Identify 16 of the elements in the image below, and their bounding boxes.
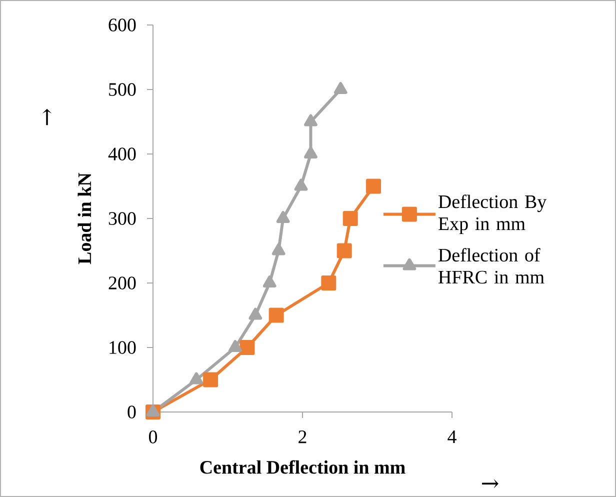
x-tick-label: 0 <box>148 430 158 444</box>
y-tick-label: 400 <box>108 148 136 160</box>
y-tick-label: 0 <box>128 406 136 418</box>
text: → <box>482 479 498 488</box>
x-tick-label: 4 <box>448 430 456 443</box>
x-tick-label: 2 <box>298 430 306 444</box>
y-tick-label: 100 <box>110 341 136 354</box>
y-tick-label: 500 <box>109 83 136 96</box>
legend-label: Deflection By Exp in mm <box>438 194 547 234</box>
text: ↑ <box>42 108 52 126</box>
y-tick-label: 200 <box>108 276 136 290</box>
y-tick-label: 600 <box>108 18 136 32</box>
legend-label: Deflection of HFRC in mm <box>438 248 544 284</box>
y-tick-label: 300 <box>108 212 136 225</box>
y-axis-title: Load in kN <box>78 172 92 264</box>
x-axis-title: Central Deflection in mm <box>200 460 406 474</box>
